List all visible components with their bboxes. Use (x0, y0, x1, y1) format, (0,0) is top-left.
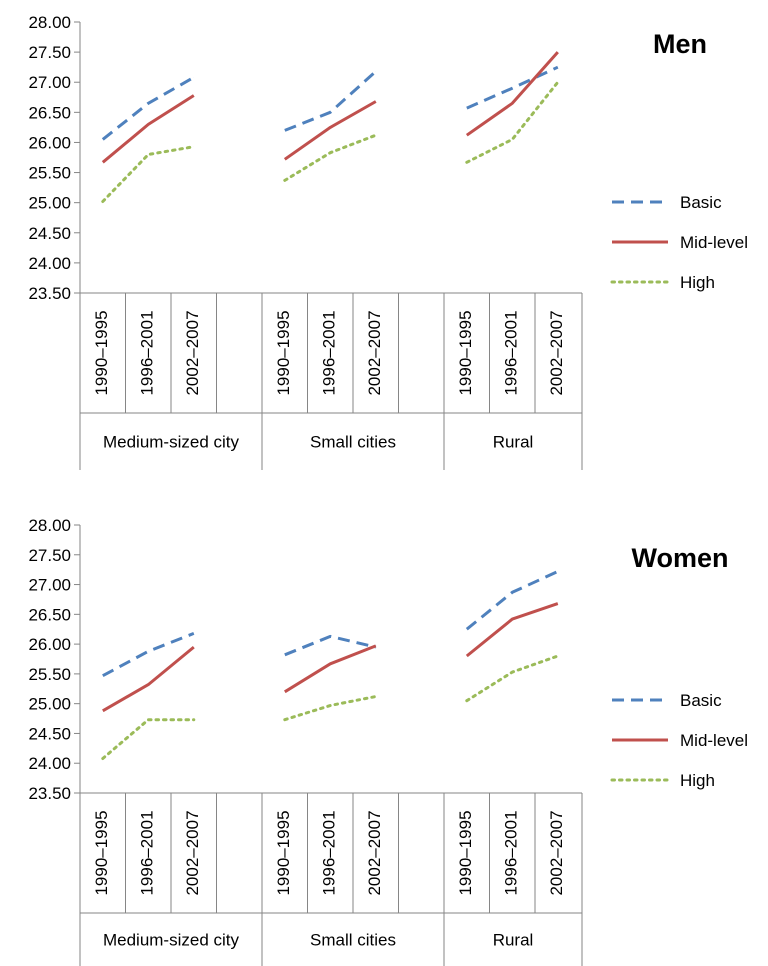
x-tick-label: 1996–2001 (320, 810, 339, 895)
x-group-label: Small cities (310, 931, 396, 950)
x-tick-label: 2002–2007 (183, 810, 202, 895)
x-tick-label: 1996–2001 (502, 810, 521, 895)
y-tick-label: 28.00 (28, 516, 71, 535)
x-tick-label: 1996–2001 (138, 310, 157, 395)
series-line-basic (284, 70, 377, 132)
y-tick-label: 23.50 (28, 284, 71, 303)
x-tick-label: 1990–1995 (456, 810, 475, 895)
x-group-label: Medium-sized city (103, 433, 240, 452)
legend-label-basic: Basic (680, 193, 722, 212)
x-group-label: Small cities (310, 433, 396, 452)
series-line-high (283, 695, 378, 722)
y-tick-label: 26.50 (28, 605, 71, 624)
x-tick-label: 1990–1995 (274, 310, 293, 395)
y-tick-label: 27.50 (28, 43, 71, 62)
series-line-high (465, 80, 560, 164)
y-tick-label: 23.50 (28, 784, 71, 803)
legend-label-mid-level: Mid-level (680, 233, 748, 252)
legend-label-high: High (680, 771, 715, 790)
series-line-mid-level (102, 645, 195, 713)
y-tick-label: 26.00 (28, 635, 71, 654)
series-line-mid-level (101, 94, 195, 164)
x-tick-label: 2002–2007 (547, 810, 566, 895)
x-tick-label: 1996–2001 (502, 310, 521, 395)
x-tick-label: 2002–2007 (547, 310, 566, 395)
x-tick-label: 1990–1995 (92, 310, 111, 395)
y-tick-label: 26.00 (28, 133, 71, 152)
y-tick-label: 27.50 (28, 546, 71, 565)
x-group-label: Rural (493, 433, 534, 452)
panel-title: Women (631, 543, 728, 573)
legend-label-mid-level: Mid-level (680, 731, 748, 750)
y-tick-label: 28.00 (28, 13, 71, 32)
x-tick-label: 1990–1995 (456, 310, 475, 395)
x-tick-label: 1990–1995 (274, 810, 293, 895)
series-line-mid-level (465, 602, 559, 658)
series-line-high (283, 133, 378, 182)
y-tick-label: 27.00 (28, 576, 71, 595)
legend-label-basic: Basic (680, 691, 722, 710)
y-tick-label: 24.00 (28, 754, 71, 773)
x-group-label: Rural (493, 931, 534, 950)
x-tick-label: 2002–2007 (183, 310, 202, 395)
legend-label-high: High (680, 273, 715, 292)
panel-title: Men (653, 29, 707, 59)
y-tick-label: 26.50 (28, 103, 71, 122)
series-line-basic (102, 632, 195, 678)
series-line-mid-level (465, 51, 559, 137)
series-line-mid-level (283, 100, 377, 161)
x-tick-label: 1996–2001 (138, 810, 157, 895)
y-tick-label: 27.00 (28, 73, 71, 92)
x-tick-label: 2002–2007 (365, 810, 384, 895)
chart-panel-women: Women 28.00 27.50 27.00 26.50 26.00 25.50 25.00… (28, 516, 748, 966)
series-line-high (465, 654, 560, 703)
series-line-high (101, 718, 196, 760)
chart-panel-men: Men 28.00 27.50 27.00 26.50 26.00 25.50 25.00 24… (28, 13, 748, 470)
x-group-label: Medium-sized city (103, 931, 240, 950)
y-tick-label: 25.50 (28, 164, 71, 183)
series-line-mid-level (284, 644, 377, 694)
y-tick-label: 25.50 (28, 665, 71, 684)
y-tick-label: 24.00 (28, 254, 71, 273)
x-tick-label: 1990–1995 (92, 810, 111, 895)
x-tick-label: 2002–2007 (365, 310, 384, 395)
x-tick-label: 1996–2001 (320, 310, 339, 395)
series-line-basic (101, 76, 195, 141)
series-line-high (101, 145, 196, 203)
y-tick-label: 25.00 (28, 695, 71, 714)
y-tick-label: 25.00 (28, 194, 71, 213)
y-tick-label: 24.50 (28, 724, 71, 743)
y-tick-label: 24.50 (28, 224, 71, 243)
